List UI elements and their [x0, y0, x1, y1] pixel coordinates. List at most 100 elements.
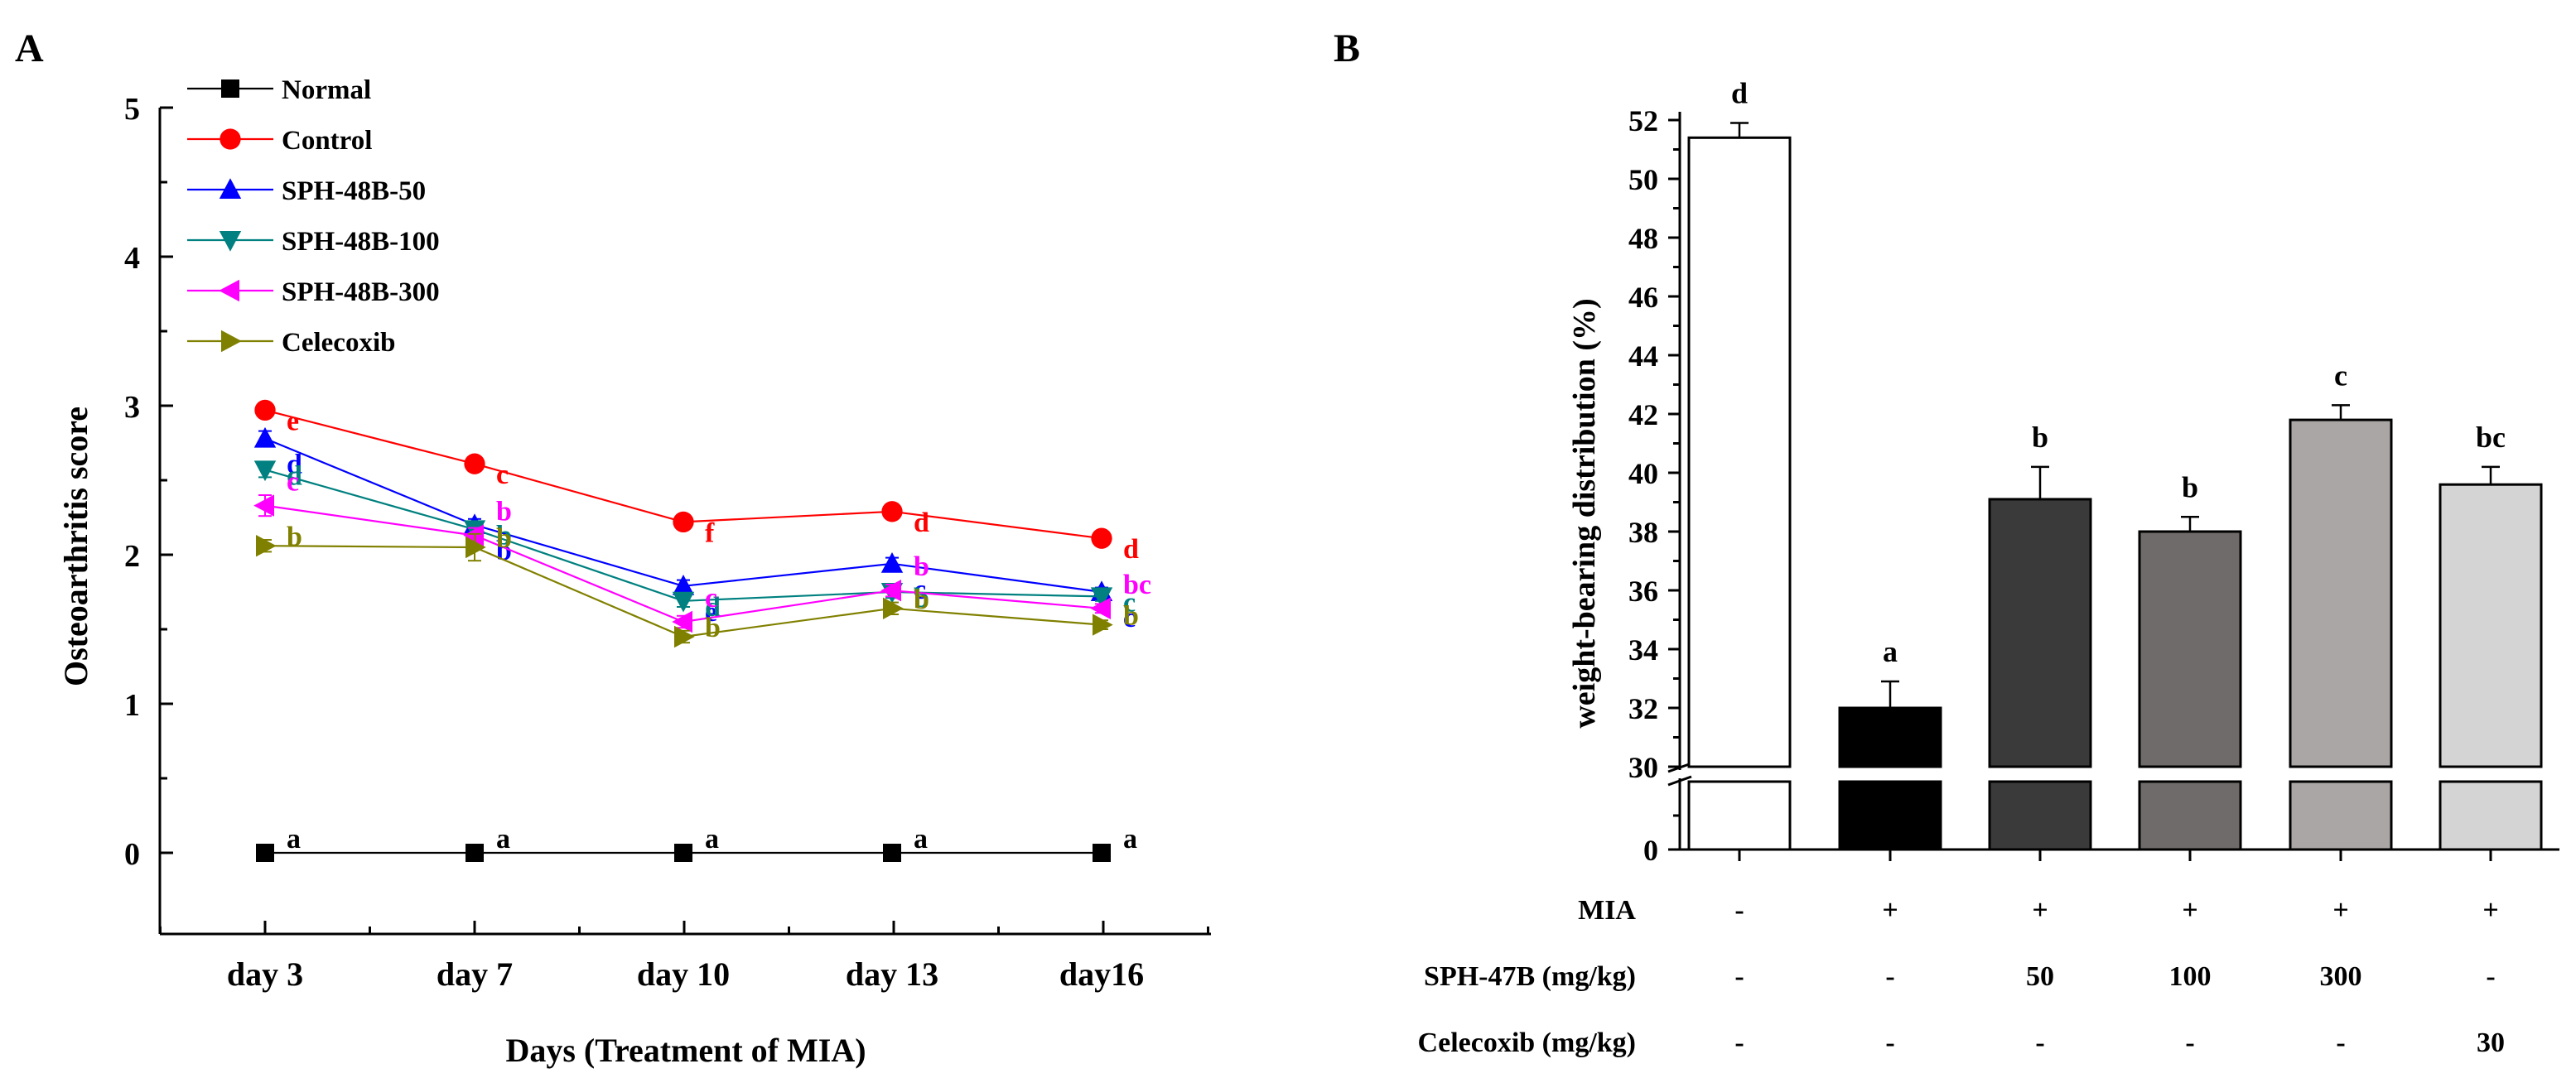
- significance-letter: c: [496, 460, 509, 490]
- bar-chart-axes: 30 32 34 36 38 40 42 44 46 48 50 52 0: [1628, 104, 2559, 867]
- bar-lower: [1988, 780, 2092, 851]
- table-cell: -: [1885, 1028, 1894, 1058]
- bar-lower: [1687, 780, 1792, 851]
- table-cell: 30: [2477, 1028, 2505, 1058]
- legend-label: SPH-48B-300: [282, 277, 440, 307]
- significance-letter: a: [287, 824, 301, 854]
- legend-marker: [221, 79, 239, 98]
- significance-letter: b: [2032, 421, 2048, 454]
- significance-letter: b: [496, 523, 512, 554]
- table-cell: 50: [2026, 961, 2054, 992]
- axis-break-mark: [1667, 775, 1692, 787]
- x-tick-label: day 13: [846, 955, 938, 993]
- series-sph-48b-100: dbd b c: [253, 460, 1136, 623]
- data-point: [674, 844, 692, 862]
- legend-label: Normal: [282, 75, 371, 105]
- data-point: [256, 535, 277, 557]
- legend-marker: [219, 231, 242, 252]
- data-point: [253, 460, 277, 482]
- y-tick-label: 44: [1628, 339, 1658, 373]
- significance-letter: b: [914, 585, 929, 615]
- significance-letter: d: [914, 508, 929, 538]
- y-tick-label: 40: [1628, 457, 1658, 490]
- y-tick-label: 42: [1628, 398, 1658, 431]
- table-cell: +: [2182, 895, 2197, 926]
- significance-letter: c: [1123, 603, 1136, 633]
- data-point: [1090, 587, 1113, 609]
- data-point: [880, 552, 904, 573]
- line-chart-x-axis-label: Days (Treatment of MIA): [505, 1032, 866, 1069]
- bar-group: c: [2289, 359, 2393, 851]
- significance-letter: d: [705, 592, 721, 623]
- data-point: [673, 511, 694, 533]
- table-cell: +: [2482, 895, 2498, 926]
- table-cell: -: [2035, 1028, 2044, 1058]
- table-cell: +: [2332, 895, 2348, 926]
- data-point: [466, 536, 486, 559]
- significance-letter: b: [496, 497, 512, 527]
- y-tick-label: 52: [1628, 104, 1658, 137]
- significance-letter: a: [705, 824, 719, 854]
- y-tick-label: 48: [1628, 222, 1658, 255]
- data-point: [883, 597, 904, 619]
- significance-letter: a: [496, 824, 510, 854]
- significance-letter: a: [1883, 635, 1898, 668]
- table-row-label: Celecoxib (mg/kg): [1418, 1028, 1636, 1058]
- bar-lower: [2138, 780, 2242, 851]
- table-cell: 300: [2320, 961, 2362, 992]
- y-tick-label: 2: [124, 539, 140, 574]
- data-point: [880, 580, 901, 602]
- table-row: Celecoxib (mg/kg) - - - - - 30: [1418, 1028, 2505, 1058]
- data-point: [672, 610, 692, 633]
- significance-letter: d: [287, 460, 302, 491]
- data-point: [674, 625, 695, 648]
- table-cell: 100: [2169, 961, 2212, 992]
- significance-letter: c: [1123, 587, 1136, 618]
- table-cell: +: [1882, 895, 1898, 926]
- y-tick-label: 50: [1628, 163, 1658, 196]
- significance-letter: a: [1123, 824, 1137, 854]
- y-tick-label: 5: [124, 92, 140, 127]
- line-chart-axes: 0 1 2 3 4 5 day 3 day 7 day 10 day 13 day16: [124, 92, 1211, 993]
- y-tick-label: 0: [124, 837, 140, 872]
- bar-lower: [2289, 780, 2393, 851]
- bar-upper: [2289, 418, 2393, 768]
- data-point: [1090, 597, 1111, 619]
- significance-letter: bc: [1123, 570, 1151, 600]
- significance-letter: b: [496, 520, 512, 551]
- legend-label: Control: [282, 126, 372, 156]
- bar-group: d: [1687, 77, 1792, 851]
- significance-letter: b: [914, 551, 929, 582]
- significance-letter: b: [705, 613, 721, 643]
- bar-group: b: [1988, 421, 2092, 851]
- y-tick-label: 4: [124, 241, 140, 276]
- bar-chart-condition-table: MIA - + + + + +SPH-47B (mg/kg) - -50 100 300 -Celec…: [1418, 895, 2505, 1058]
- bar-upper: [1687, 136, 1792, 768]
- table-row-label: SPH-47B (mg/kg): [1424, 961, 1636, 992]
- data-point: [253, 426, 277, 448]
- table-cell: -: [1734, 961, 1744, 992]
- data-point: [463, 524, 484, 546]
- significance-letter: e: [705, 597, 717, 628]
- bar-chart-y-axis-label: weight-bearing distribution (%): [1567, 298, 1602, 728]
- data-point: [466, 844, 484, 862]
- line-chart-legend: Normal Control SPH-48B-50 SPH-48B-100 SPH-48…: [187, 75, 440, 358]
- y-tick-label: 32: [1628, 692, 1658, 725]
- bar-group: b: [2138, 470, 2242, 851]
- bar-upper: [2138, 530, 2242, 768]
- table-cell: -: [2486, 961, 2495, 992]
- y-tick-label: 30: [1628, 751, 1658, 784]
- table-cell: -: [1734, 895, 1744, 926]
- data-point: [1093, 844, 1111, 862]
- significance-letter: e: [287, 406, 299, 436]
- significance-letter: b: [914, 583, 929, 614]
- significance-letter: bc: [2476, 421, 2506, 454]
- significance-letter: f: [705, 517, 715, 548]
